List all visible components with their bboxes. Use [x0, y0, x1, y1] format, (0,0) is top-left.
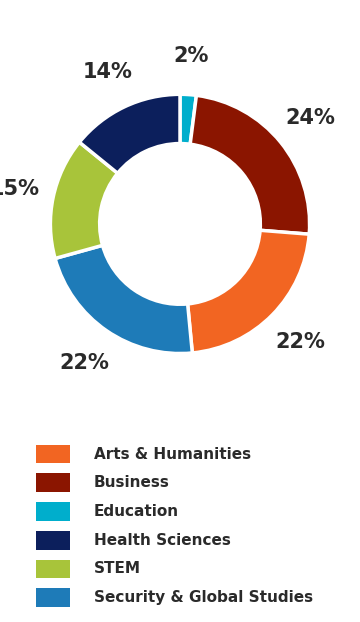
- Text: Health Sciences: Health Sciences: [94, 532, 230, 548]
- FancyBboxPatch shape: [36, 560, 70, 578]
- Text: 2%: 2%: [173, 46, 208, 66]
- Wedge shape: [188, 230, 309, 353]
- Text: 22%: 22%: [275, 332, 325, 352]
- FancyBboxPatch shape: [36, 531, 70, 549]
- Wedge shape: [50, 142, 118, 259]
- Wedge shape: [55, 245, 192, 353]
- FancyBboxPatch shape: [36, 502, 70, 521]
- Wedge shape: [80, 95, 180, 174]
- FancyBboxPatch shape: [36, 588, 70, 607]
- Text: Security & Global Studies: Security & Global Studies: [94, 590, 313, 605]
- Text: Arts & Humanities: Arts & Humanities: [94, 447, 251, 462]
- Text: 22%: 22%: [59, 353, 109, 373]
- Wedge shape: [180, 95, 197, 144]
- Text: Education: Education: [94, 504, 179, 519]
- Text: 24%: 24%: [286, 108, 336, 128]
- Text: 15%: 15%: [0, 179, 40, 200]
- FancyBboxPatch shape: [36, 473, 70, 492]
- Text: STEM: STEM: [94, 562, 141, 577]
- Text: 14%: 14%: [83, 62, 132, 82]
- Text: Business: Business: [94, 475, 170, 490]
- Wedge shape: [190, 95, 310, 234]
- FancyBboxPatch shape: [36, 445, 70, 463]
